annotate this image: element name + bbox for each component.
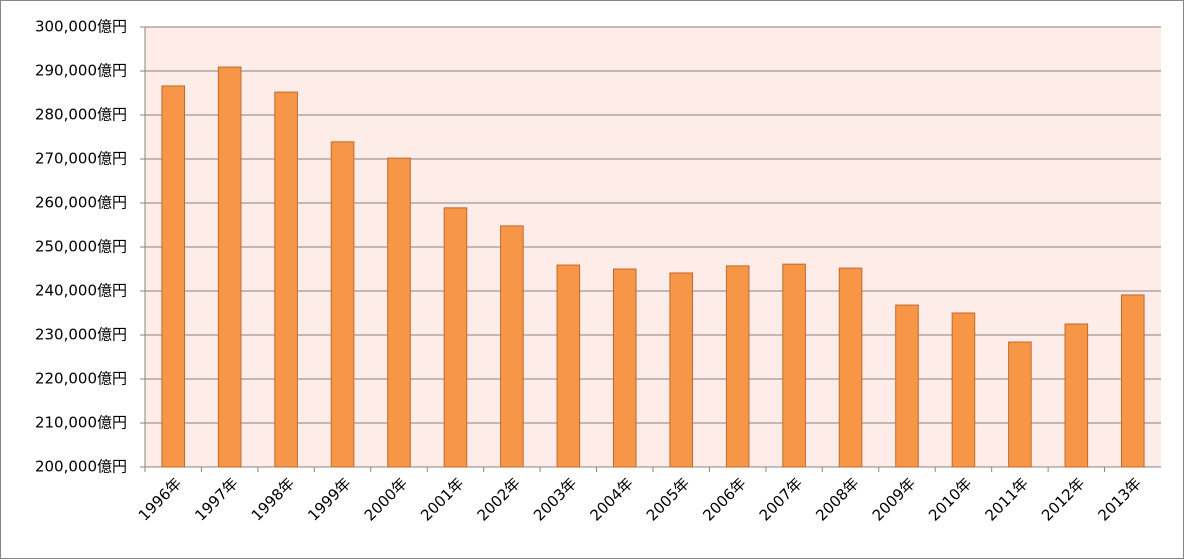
y-tick-label: 220,000億円 xyxy=(35,370,127,388)
y-tick-label: 240,000億円 xyxy=(35,282,127,300)
bar xyxy=(1008,341,1032,468)
bar xyxy=(895,304,919,468)
bar xyxy=(782,263,806,468)
y-tick-label: 280,000億円 xyxy=(35,106,127,124)
bar xyxy=(556,264,581,468)
bar xyxy=(161,85,186,468)
bar xyxy=(951,312,976,468)
y-tick-label: 250,000億円 xyxy=(35,238,127,256)
bar xyxy=(838,267,863,468)
y-tick-label: 290,000億円 xyxy=(35,62,127,80)
y-tick-label: 210,000億円 xyxy=(35,414,127,432)
bar xyxy=(1064,323,1089,468)
y-tick-label: 260,000億円 xyxy=(35,194,127,212)
bar xyxy=(274,91,298,468)
bar xyxy=(669,272,694,468)
bar xyxy=(725,265,750,468)
bar xyxy=(387,157,411,468)
y-tick-label: 300,000億円 xyxy=(35,18,127,36)
bar xyxy=(330,141,355,468)
y-tick-label: 270,000億円 xyxy=(35,150,127,168)
bar xyxy=(217,66,242,468)
bar xyxy=(500,225,524,468)
y-tick-label: 230,000億円 xyxy=(35,326,127,344)
bar xyxy=(443,207,468,468)
bar xyxy=(612,268,637,468)
bar xyxy=(1120,294,1145,468)
y-tick-label: 200,000億円 xyxy=(35,458,127,476)
